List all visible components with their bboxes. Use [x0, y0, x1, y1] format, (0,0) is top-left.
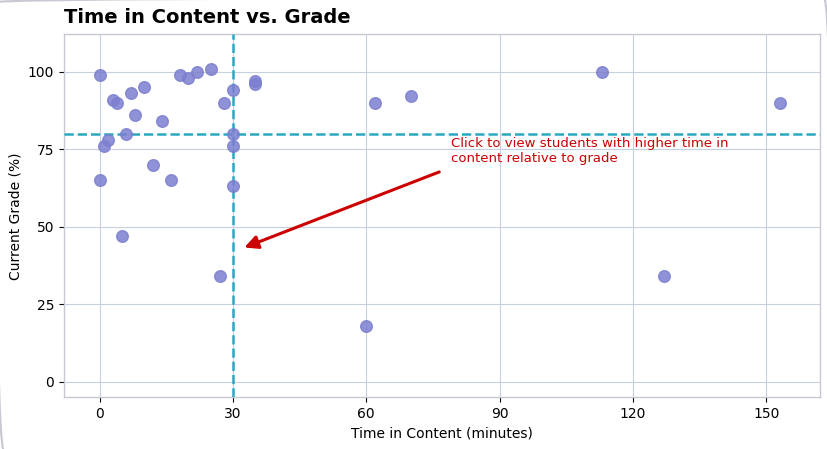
Point — [226, 183, 239, 190]
Point — [404, 93, 417, 100]
Text: Click to view students with higher time in
content relative to grade: Click to view students with higher time … — [450, 137, 727, 165]
Point — [657, 273, 670, 280]
Point — [226, 87, 239, 94]
X-axis label: Time in Content (minutes): Time in Content (minutes) — [351, 427, 532, 440]
Point — [137, 84, 151, 91]
Point — [203, 65, 217, 72]
Point — [115, 233, 128, 240]
Point — [218, 99, 231, 106]
Point — [248, 77, 261, 84]
Y-axis label: Current Grade (%): Current Grade (%) — [8, 152, 22, 280]
Point — [128, 111, 141, 119]
Point — [146, 161, 160, 168]
Point — [595, 68, 608, 75]
Point — [368, 99, 381, 106]
Point — [772, 99, 786, 106]
Point — [102, 136, 115, 144]
Point — [155, 118, 168, 125]
Point — [119, 130, 132, 137]
Point — [248, 80, 261, 88]
Point — [226, 142, 239, 150]
Point — [190, 68, 203, 75]
Point — [98, 142, 111, 150]
Point — [93, 176, 106, 184]
Point — [182, 74, 195, 81]
Point — [106, 96, 119, 103]
Point — [93, 71, 106, 79]
Point — [124, 90, 137, 97]
Text: Time in Content vs. Grade: Time in Content vs. Grade — [64, 9, 350, 27]
Point — [226, 130, 239, 137]
Point — [164, 176, 177, 184]
Point — [359, 322, 372, 330]
Point — [111, 99, 124, 106]
Point — [173, 71, 186, 79]
Point — [213, 273, 226, 280]
